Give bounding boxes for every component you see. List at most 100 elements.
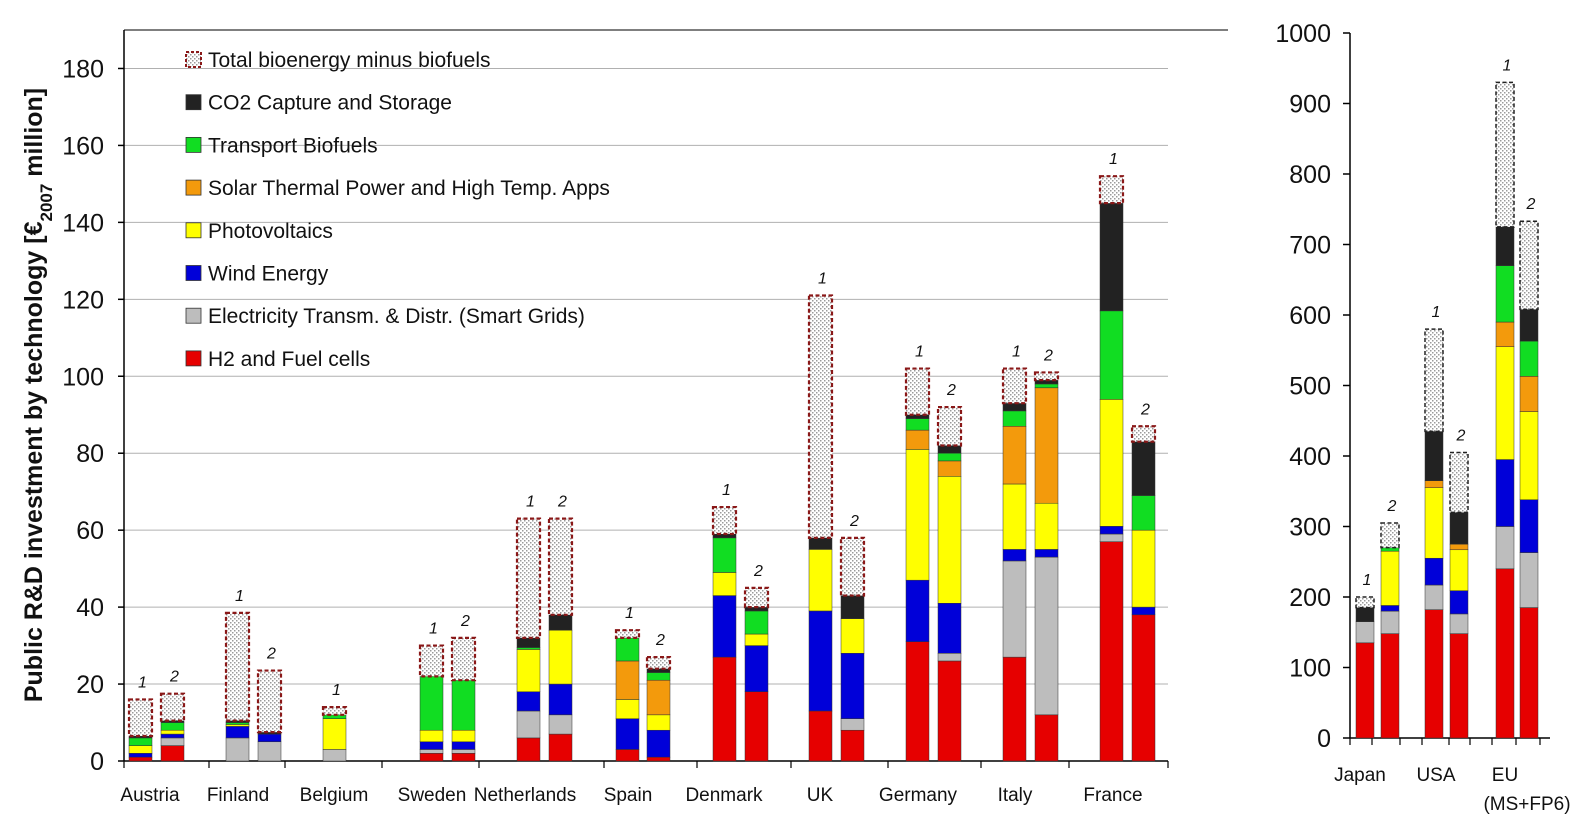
legend-label-wind-energy: Wind Energy [208,263,329,286]
bar-segment-france-1-electricity-transm-distr-smart-grids [1099,533,1124,542]
legend-swatch-solar-thermal-power-and-high-temp-apps [185,179,202,196]
bar-segment-sweden-2-h2-and-fuel-cells [451,753,476,762]
bar-segment-japan-2-electricity-transm-distr-smart-grids [1380,610,1400,634]
bar-segment-france-2-h2-and-fuel-cells [1131,614,1156,762]
bar-segment-germany-2-photovoltaics [937,476,962,604]
bar-segment-finland-2-electricity-transm-distr-smart-grids [257,741,282,762]
bar-segment-germany-1-total-bioenergy-minus-biofuels [904,367,931,416]
bar-segment-uk-2-total-bioenergy-minus-biofuels [839,536,866,597]
bar-segment-france-1-transport-biofuels [1099,310,1124,400]
bar-segment-italy-1-photovoltaics [1002,483,1027,550]
bar-segment-italy-2-electricity-transm-distr-smart-grids [1034,556,1059,716]
bar-segment-denmark-2-transport-biofuels [744,610,769,635]
bar-segment-sweden-1-total-bioenergy-minus-biofuels [418,644,445,678]
legend-label-co2-capture-and-storage: CO2 Capture and Storage [208,92,452,115]
bar-segment-germany-2-co2-capture-and-storage [937,445,962,454]
bar-segment-austria-1-photovoltaics [128,745,153,754]
legend: Total bioenergy minus biofuels CO2 Captur… [185,49,610,371]
main-chart: 0 20 40 60 80 100 120 140 160 180 Austria Finland Be… [20,29,1228,806]
bar-label: 2 [1387,498,1397,515]
bar-segment-sweden-1-transport-biofuels [419,676,444,731]
bar-segment-austria-1-wind-energy [128,753,153,758]
bar-segment-japan-2-total-bioenergy-minus-biofuels [1380,522,1400,549]
bar-segment-sweden-1-electricity-transm-distr-smart-grids [419,749,444,754]
bar-segment-uk-2-photovoltaics [840,618,865,654]
y-tick-label: 0 [90,748,104,776]
bar-segment-netherlands-2-h2-and-fuel-cells [548,733,573,762]
legend-swatch-transport-biofuels [185,136,202,153]
bar-segment-italy-2-wind-energy [1034,549,1059,558]
bar-segment-japan-1-total-bioenergy-minus-biofuels [1355,596,1375,609]
y-tick-label: 80 [76,440,104,468]
bar-segment-sweden-2-wind-energy [451,741,476,750]
bar-segment-netherlands-2-photovoltaics [548,629,573,685]
bar-label: 2 [1043,347,1053,364]
bar-label: 2 [169,669,179,686]
bar-segment-austria-2-h2-and-fuel-cells [160,745,185,762]
y-tick-label: 700 [1289,232,1331,260]
bar-segment-italy-2-photovoltaics [1034,502,1059,550]
y-tick-label: 120 [62,286,104,314]
bar-label: 1 [625,605,634,622]
bar-label: 2 [655,632,665,649]
bar-segment-eu-2-h2-and-fuel-cells [1519,607,1539,739]
y-tick-label: 40 [76,594,104,622]
bar-segment-austria-2-electricity-transm-distr-smart-grids [160,737,185,746]
bar-label: 1 [1109,151,1118,168]
bar-segment-france-1-photovoltaics [1099,399,1124,527]
bar-segment-france-1-co2-capture-and-storage [1099,202,1124,312]
y-tick-label: 20 [76,671,104,699]
bar-segment-germany-1-solar-thermal-power-and-high-temp-apps [905,429,930,450]
bar-segment-usa-2-electricity-transm-distr-smart-grids [1449,613,1469,634]
bar-segment-finland-1-wind-energy [225,726,250,739]
bar-segment-austria-1-transport-biofuels [128,737,153,746]
y-tick-label: 600 [1289,302,1331,330]
bar-label: 1 [915,344,924,361]
y-tick-label: 900 [1289,91,1331,119]
bar-segment-denmark-1-transport-biofuels [712,537,737,573]
bar-segment-netherlands-1-h2-and-fuel-cells [516,737,541,762]
bar-segment-spain-1-h2-and-fuel-cells [615,749,640,762]
bar-segment-italy-1-solar-thermal-power-and-high-temp-apps [1002,426,1027,485]
bar-segment-eu-2-solar-thermal-power-and-high-temp-apps [1519,376,1539,412]
bar-segment-usa-1-photovoltaics [1424,487,1444,559]
bar-segment-sweden-2-electricity-transm-distr-smart-grids [451,749,476,754]
bar-segment-germany-2-transport-biofuels [937,452,962,462]
y-tick-label: 100 [62,363,104,391]
category-label-spain: Spain [604,785,653,806]
bar-segment-austria-1-h2-and-fuel-cells [128,756,153,762]
bar-segment-netherlands-1-electricity-transm-distr-smart-grids [516,710,541,739]
category-label-france: France [1083,785,1142,806]
side-chart: 0 100 200 300 400 500 600 700 800 900 1000 Japan USA… [1275,20,1570,815]
bar-label: 2 [460,613,470,630]
bar-segment-usa-2-wind-energy [1449,590,1469,615]
bar-segment-eu-2-co2-capture-and-storage [1519,309,1539,342]
bar-segment-usa-1-total-bioenergy-minus-biofuels [1424,328,1444,433]
bar-segment-france-2-photovoltaics [1131,529,1156,608]
bar-segment-uk-2-h2-and-fuel-cells [840,729,865,762]
bar-segment-eu-1-wind-energy [1495,459,1515,527]
bar-segment-netherlands-2-wind-energy [548,683,573,716]
bar-label: 1 [1012,344,1021,361]
bar-segment-italy-2-solar-thermal-power-and-high-temp-apps [1034,387,1059,504]
bar-segment-denmark-2-h2-and-fuel-cells [744,691,769,762]
bar-segment-sweden-1-photovoltaics [419,729,444,743]
y-tick-label: 400 [1289,443,1331,471]
bar-label: 2 [946,382,956,399]
bar-segment-eu-1-solar-thermal-power-and-high-temp-apps [1495,321,1515,347]
bar-segment-sweden-1-h2-and-fuel-cells [419,753,444,762]
bar-segment-italy-2-total-bioenergy-minus-biofuels [1033,371,1060,382]
category-label-finland: Finland [207,785,269,806]
bar-segment-spain-1-transport-biofuels [615,637,640,662]
bar-segment-eu-1-total-bioenergy-minus-biofuels [1495,81,1515,228]
category-label-sweden: Sweden [398,785,467,806]
bar-segment-uk-1-co2-capture-and-storage [808,537,833,550]
bar-segment-japan-2-h2-and-fuel-cells [1380,633,1400,739]
bar-segment-usa-1-electricity-transm-distr-smart-grids [1424,584,1444,610]
bar-segment-italy-1-transport-biofuels [1002,410,1027,427]
y-tick-label: 500 [1289,373,1331,401]
bar-segment-france-2-wind-energy [1131,606,1156,616]
bar-segment-france-2-co2-capture-and-storage [1131,441,1156,496]
bar-segment-belgium-1-photovoltaics [322,718,347,750]
bar-segment-uk-2-co2-capture-and-storage [840,595,865,619]
